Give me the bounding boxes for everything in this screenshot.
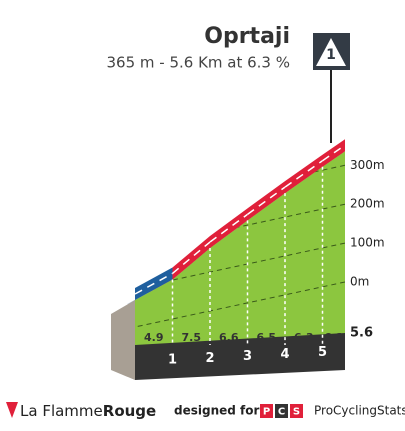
- gradient-label: 7.5: [182, 331, 202, 344]
- pcs-box: [275, 404, 288, 418]
- climb-subtitle: 365 m - 5.6 Km at 6.3 %: [106, 54, 290, 72]
- y-tick-label: 200m: [350, 197, 385, 211]
- pcs-box: [260, 404, 273, 418]
- brand-suffix: Rouge: [103, 402, 156, 420]
- road-top: [210, 208, 248, 249]
- road-top: [285, 154, 323, 194]
- climb-title: Oprtaji: [204, 24, 290, 49]
- km-label: 1: [168, 353, 177, 368]
- road-dash: [247, 186, 286, 215]
- pcs-letter: S: [293, 407, 300, 418]
- base-band: [135, 333, 345, 380]
- pcs-box: [290, 404, 303, 418]
- pcs-name: ProCyclingStats: [314, 404, 405, 418]
- road-top: [247, 181, 285, 221]
- brand: La FlammeRouge: [20, 402, 156, 420]
- pcs-letter: C: [278, 407, 285, 418]
- distance-end-label: 5.6: [350, 326, 373, 341]
- category-label: 1: [326, 47, 336, 63]
- flag-icon: [6, 402, 18, 418]
- road-dash: [209, 213, 248, 243]
- brand-prefix: La Flamme: [20, 402, 103, 420]
- km-label: 3: [243, 349, 252, 364]
- side-face: [111, 300, 135, 380]
- y-tick-label: 100m: [350, 236, 385, 250]
- category-triangle: [316, 38, 346, 66]
- y-tick-label: 300m: [350, 158, 385, 172]
- designed-for: designed for: [174, 404, 259, 418]
- road-top: [172, 236, 210, 280]
- pcs-letter: P: [263, 407, 270, 418]
- road-top: [322, 139, 345, 167]
- gradient-label: 4.9: [144, 331, 164, 344]
- km-label: 4: [280, 347, 289, 362]
- km-label: 5: [318, 345, 327, 360]
- road-dash: [322, 144, 346, 162]
- y-tick-label: 0m: [350, 275, 369, 289]
- profile-face: [135, 151, 345, 345]
- road-dash: [134, 272, 173, 295]
- km-label: 2: [205, 351, 214, 366]
- road-dash: [284, 160, 323, 188]
